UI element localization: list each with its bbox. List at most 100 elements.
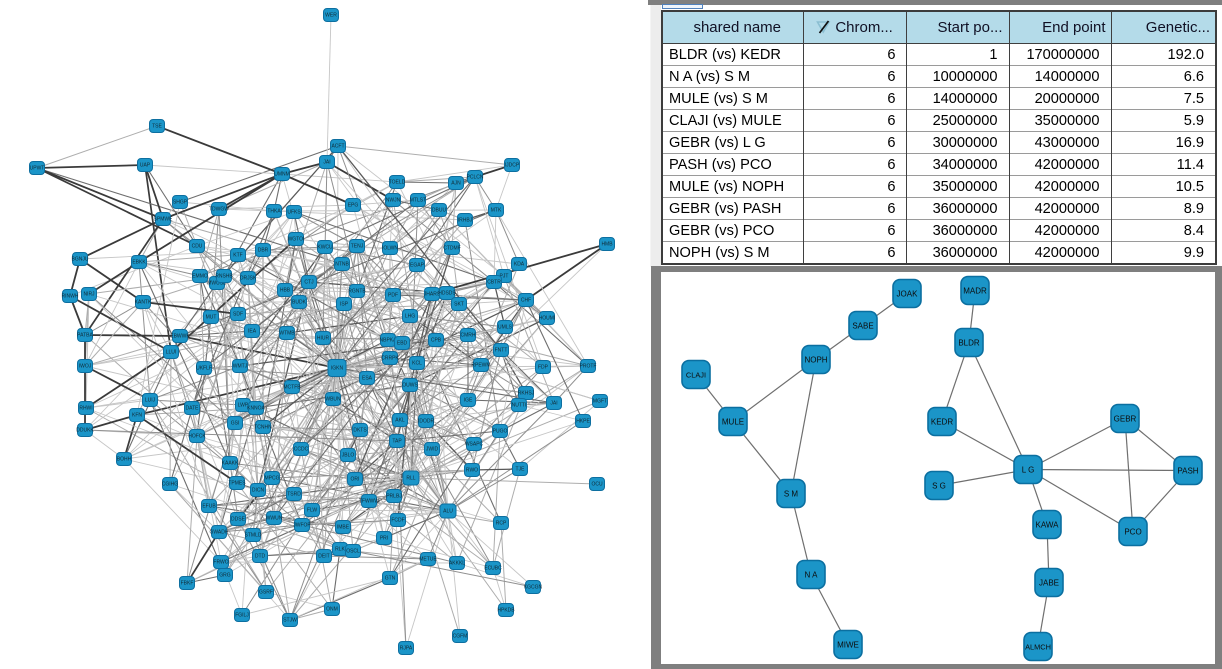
svg-text:EMMO: EMMO [192,274,208,280]
svg-text:PJT: PJT [500,274,509,280]
svg-text:RHWI: RHWI [79,406,92,412]
svg-text:WGTOI: WGTOI [288,237,305,243]
svg-text:CPB: CPB [431,338,442,344]
svg-text:CLAJI: CLAJI [686,370,706,379]
svg-text:FBKF: FBKF [181,581,194,587]
svg-text:JHARS: JHARS [424,292,441,298]
svg-text:DICN: DICN [252,488,265,494]
svg-text:ORI: ORI [351,477,360,483]
svg-text:HKPE: HKPE [576,419,590,425]
svg-text:IOLWN: IOLWN [382,246,398,252]
svg-text:CGIHG: CGIHG [162,482,179,488]
svg-text:MCTFB: MCTFB [283,385,301,391]
svg-text:FLW: FLW [307,508,317,514]
svg-text:LWP: LWP [238,403,249,409]
svg-text:SKT: SKT [454,302,464,308]
svg-text:DKTS: DKTS [353,428,367,434]
svg-text:WBUN: WBUN [325,397,341,403]
svg-text:IWOJ: IWOJ [79,364,92,370]
svg-text:JOAK: JOAK [897,289,919,298]
svg-text:PRI: PRI [380,536,388,542]
svg-text:BGNJU: BGNJU [72,257,89,263]
svg-text:PDF: PDF [388,293,398,299]
svg-text:ORJSK: ORJSK [240,276,257,282]
svg-text:KAAKK: KAAKK [222,461,239,467]
svg-text:RWO: RWO [466,468,478,474]
svg-text:RKHSJ: RKHSJ [518,391,535,397]
svg-text:RINWH: RINWH [62,294,79,300]
svg-text:JWID: JWID [426,447,439,453]
svg-text:KFN: KFN [132,413,142,419]
svg-text:LHG: LHG [405,314,415,320]
svg-text:METUE: METUE [419,557,437,563]
svg-text:AJN: AJN [451,181,461,187]
svg-text:PATBA: PATBA [77,333,93,339]
svg-text:FCDF: FCDF [391,518,404,524]
svg-text:CRRPK: CRRPK [381,356,399,362]
svg-text:EBWWK: EBWWK [170,334,190,340]
svg-text:UMNM: UMNM [274,172,290,178]
svg-text:RLL: RLL [406,476,415,482]
svg-text:UAP: UAP [140,163,151,169]
svg-text:CGFM: CGFM [453,634,468,640]
svg-text:MULE: MULE [722,417,744,426]
svg-text:NWJN: NWJN [386,198,401,204]
svg-text:AKKKL: AKKKL [449,561,465,567]
svg-text:FDP: FDP [538,365,549,371]
svg-text:TJE: TJE [516,467,526,473]
svg-text:KWCU: KWCU [317,245,333,251]
svg-text:TCNHN: TCNHN [254,425,272,431]
svg-text:RGNTB: RGNTB [348,289,366,295]
svg-text:PASH: PASH [1177,466,1198,475]
svg-text:WWUN: WWUN [266,516,283,522]
svg-text:GSRF: GSRF [259,590,273,596]
svg-text:FRWO: FRWO [213,560,228,566]
svg-text:ESA: ESA [362,376,373,382]
svg-text:TSRD: TSRD [287,492,301,498]
svg-text:JAI: JAI [323,160,330,166]
svg-text:DBUU: DBUU [432,208,447,214]
svg-text:MADR: MADR [963,286,987,295]
svg-text:MTLST: MTLST [410,198,426,204]
svg-text:OCU: OCU [591,482,603,488]
svg-text:TDWGW: TDWGW [209,207,229,213]
svg-text:ACFT: ACFT [331,144,344,150]
svg-text:IMBE: IMBE [337,525,350,531]
svg-text:MPCG: MPCG [265,476,280,482]
svg-text:S G: S G [932,481,946,490]
svg-text:EGAP: EGAP [410,263,425,269]
svg-text:ECUBC: ECUBC [484,566,502,572]
svg-text:LUIJ: LUIJ [145,398,156,404]
svg-text:RNSHB: RNSHB [215,274,233,280]
svg-text:KCL: KCL [412,361,422,367]
svg-text:BUDK: BUDK [292,300,307,306]
svg-text:IDODR: IDODR [418,419,435,425]
svg-text:OSCL: OSCL [346,549,360,555]
svg-text:SHGP: SHGP [173,200,188,206]
svg-text:GWADH: GWADH [210,530,229,536]
svg-text:UFKS: UFKS [287,210,301,216]
svg-text:THKA: THKA [267,209,281,215]
svg-text:NOPH: NOPH [804,355,827,364]
svg-text:MWUSD: MWUSD [207,281,227,287]
svg-text:KNNOA: KNNOA [247,406,265,412]
svg-text:IEA: IEA [248,329,257,335]
svg-text:OUWS: OUWS [402,383,418,389]
svg-text:GTN: GTN [385,576,396,582]
svg-text:WTMB: WTMB [279,331,295,337]
svg-text:NUTTI: NUTTI [512,403,527,409]
svg-text:SABE: SABE [852,321,873,330]
svg-text:FGILJ: FGILJ [235,613,249,619]
svg-text:WMTJ: WMTJ [233,364,248,370]
svg-text:ISP: ISP [340,302,349,308]
svg-text:HDSDS: HDSDS [438,291,456,297]
svg-text:SDF: SDF [233,312,243,318]
svg-text:NBPKA: NBPKA [380,338,398,344]
svg-text:PRLBJ: PRLBJ [386,494,402,500]
svg-text:KAWA: KAWA [1036,520,1060,529]
svg-text:MUT: MUT [206,315,217,321]
svg-text:HOFCK: HOFCK [188,434,206,440]
svg-text:IGKN: IGKN [331,366,344,372]
svg-text:CCDC: CCDC [294,447,309,453]
svg-text:IRHBJ: IRHBJ [458,218,473,224]
